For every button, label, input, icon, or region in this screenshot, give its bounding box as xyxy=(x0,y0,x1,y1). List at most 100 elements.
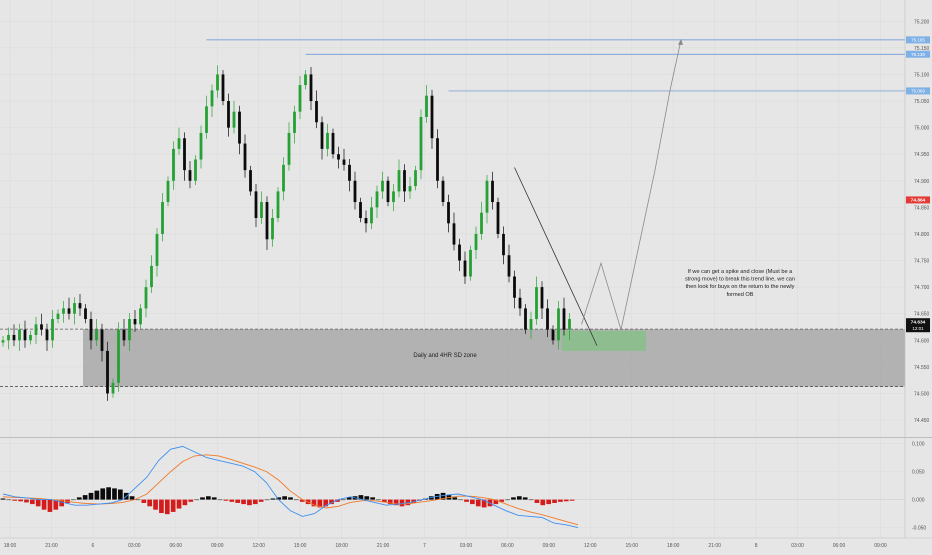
time-axis[interactable]: 18:00 21:00 6 03:00 06:00 09:00 12:00 15:00 18:0… xyxy=(4,543,887,549)
time-tick-label: 15:00 xyxy=(294,543,307,549)
time-tick-label: 18:00 xyxy=(4,543,17,549)
candle-body xyxy=(430,95,434,139)
histogram-bar xyxy=(135,499,141,501)
time-tick-label: 12:00 xyxy=(252,543,265,549)
histogram-bar xyxy=(141,499,147,503)
annotation-text: If we can get a spike and close (Must be… xyxy=(685,269,795,298)
histogram-bar xyxy=(452,497,458,500)
macd-tick-label: -0.050 xyxy=(912,526,926,532)
histogram-bar xyxy=(29,499,35,505)
candle-body xyxy=(34,324,38,335)
price-tick-label: 74.800 xyxy=(914,232,930,238)
price-tick-label: 74.950 xyxy=(914,152,930,158)
price-tick-label: 75.050 xyxy=(914,99,930,105)
histogram-bar xyxy=(569,499,575,501)
candle-body xyxy=(507,255,511,277)
current-price-tag xyxy=(906,196,930,204)
time-tick-label: 18:00 xyxy=(335,543,348,549)
price-level-tag xyxy=(906,87,930,95)
time-tick-label: 09:00 xyxy=(874,543,887,549)
candle-body xyxy=(238,111,241,144)
time-tick-label: 8 xyxy=(755,543,758,549)
histogram-bar xyxy=(0,498,6,500)
candle-body xyxy=(194,159,197,181)
candle-body xyxy=(326,132,329,149)
histogram-bar xyxy=(552,499,557,503)
histogram-bar xyxy=(223,499,229,501)
time-tick-label: 18:00 xyxy=(667,543,680,549)
histogram-bar xyxy=(35,499,41,507)
candle-body xyxy=(95,329,98,341)
candle-body xyxy=(144,287,148,309)
histogram-bar xyxy=(393,499,399,506)
histogram-bar xyxy=(200,497,205,500)
histogram-bar xyxy=(164,499,170,515)
candle-body xyxy=(133,319,137,325)
price-tick-label: 74.500 xyxy=(914,391,930,397)
candle-body xyxy=(23,329,27,341)
price-tick-label: 74.550 xyxy=(914,365,930,371)
candle-body xyxy=(232,111,236,128)
candle-body xyxy=(381,180,384,192)
histogram-bar xyxy=(276,497,282,500)
price-tick-label: 75.000 xyxy=(914,126,930,132)
histogram-bar xyxy=(387,499,393,505)
histogram-bar xyxy=(358,495,364,500)
candle-body xyxy=(436,138,439,181)
candle-body xyxy=(210,90,214,107)
histogram-bar xyxy=(546,499,552,505)
last-price-tag xyxy=(906,318,930,333)
price-tick-label: 75.100 xyxy=(914,72,930,78)
candle-body xyxy=(276,191,280,218)
time-tick-label: 21:00 xyxy=(45,543,58,549)
macd-tick-label: 0.100 xyxy=(912,442,925,448)
macd-tick-label: 0.000 xyxy=(912,498,925,504)
histogram-bar xyxy=(252,499,258,505)
price-tick-label: 74.750 xyxy=(914,259,930,265)
histogram-bar xyxy=(206,496,211,500)
histogram-bar xyxy=(112,488,117,500)
histogram-bar xyxy=(159,499,164,514)
candle-body xyxy=(1,340,5,343)
histogram-bar xyxy=(176,499,182,509)
candle-body xyxy=(408,186,412,192)
histogram-bar xyxy=(217,499,223,501)
candle-body xyxy=(452,223,456,245)
candle-body xyxy=(183,138,186,171)
histogram-bar xyxy=(458,499,463,501)
candle-body xyxy=(139,308,142,325)
candle-body xyxy=(304,74,307,86)
candle-body xyxy=(56,313,60,320)
candle-body xyxy=(353,180,357,203)
histogram-bar xyxy=(493,499,499,505)
candle-body xyxy=(260,202,263,218)
time-tick-label: 12:00 xyxy=(584,543,597,549)
time-tick-label: 03:00 xyxy=(128,543,141,549)
time-tick-label: 21:00 xyxy=(377,543,390,549)
candle-body xyxy=(414,170,417,187)
candle-body xyxy=(265,202,269,240)
candle-body xyxy=(524,308,527,330)
histogram-bar xyxy=(147,499,153,507)
candle-body xyxy=(392,191,395,203)
histogram-bar xyxy=(88,492,94,500)
histogram-bar xyxy=(311,499,317,507)
trend-line[interactable] xyxy=(514,167,598,346)
candle-body xyxy=(298,85,302,112)
histogram-bar xyxy=(528,499,534,501)
histogram-bar xyxy=(558,499,563,502)
histogram-bar xyxy=(118,489,123,500)
price-levels xyxy=(206,39,905,92)
price-level-tag xyxy=(906,50,930,58)
candle-body xyxy=(67,308,71,314)
candle-body xyxy=(370,207,373,224)
time-tick-label: 09:00 xyxy=(543,543,556,549)
histogram-bar xyxy=(335,499,340,502)
candle-body xyxy=(122,329,126,341)
price-axis[interactable]: 75.200 75.150 75.100 75.050 75.000 74.950 74.9… xyxy=(914,19,930,424)
candle-body xyxy=(397,170,401,192)
macd-axis[interactable]: 0.100 0.050 0.000 -0.050 xyxy=(912,442,926,532)
histogram-bar xyxy=(82,495,88,500)
